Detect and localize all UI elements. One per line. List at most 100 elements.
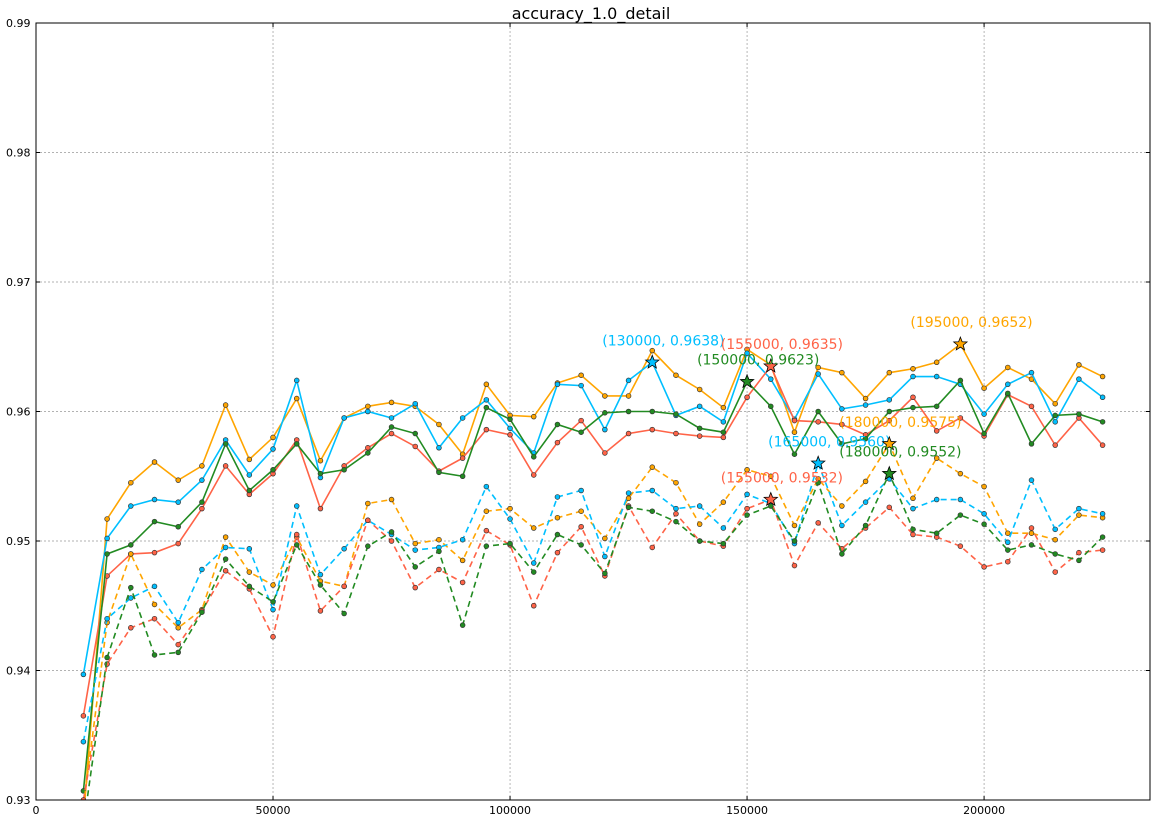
data-point: [839, 406, 845, 412]
data-point: [1076, 362, 1082, 368]
axis-ticks: 0 50000 100000 150000 200000 0.93 0.94 0.95 0.96…: [6, 17, 1150, 817]
y-tick-label: 0.94: [6, 665, 31, 678]
data-point: [720, 499, 727, 505]
data-point: [436, 421, 442, 428]
data-point: [1005, 364, 1011, 371]
data-point: [365, 450, 371, 456]
data-point: [696, 503, 703, 509]
data-point: [791, 451, 798, 457]
data-point: [270, 634, 276, 640]
data-point: [696, 433, 703, 439]
data-point: [507, 505, 513, 512]
series-line: [82, 364, 1104, 716]
data-point: [1052, 536, 1058, 543]
data-point: [673, 479, 679, 486]
data-point: [602, 553, 608, 560]
y-tick-label: 0.96: [6, 406, 31, 419]
data-point: [768, 503, 774, 509]
data-point: [696, 386, 703, 393]
data-point: [317, 571, 324, 578]
series-line: [82, 460, 1103, 742]
series-8: [86, 470, 1106, 800]
data-point: [270, 582, 276, 588]
data-point: [744, 512, 750, 518]
data-point: [483, 508, 490, 514]
data-point: [341, 610, 347, 617]
data-point: [578, 417, 584, 424]
data-point: [673, 511, 679, 517]
data-point: [981, 564, 987, 570]
data-point: [80, 713, 87, 719]
data-point: [128, 479, 134, 486]
data-point: [981, 483, 987, 490]
data-point: [981, 511, 987, 517]
data-point: [270, 599, 276, 605]
data-point: [246, 456, 253, 463]
y-tick-label: 0.95: [6, 535, 31, 548]
data-point: [128, 542, 134, 548]
data-point: [412, 430, 418, 437]
data-point: [625, 490, 632, 496]
data-point: [199, 499, 205, 505]
data-point: [222, 534, 229, 540]
data-point: [104, 551, 110, 557]
series-4: [80, 377, 1106, 794]
data-point: [293, 441, 300, 447]
data-point: [1005, 558, 1011, 565]
data-point: [199, 463, 205, 469]
data-point: [175, 619, 181, 626]
series-1: [81, 341, 1106, 821]
data-point: [246, 472, 253, 478]
data-point: [981, 411, 987, 417]
data-point: [104, 654, 110, 661]
data-point: [483, 381, 490, 388]
series-group: [80, 341, 1106, 821]
data-point: [1005, 530, 1011, 536]
data-point: [365, 543, 371, 549]
data-point: [1052, 442, 1058, 448]
data-point: [981, 521, 987, 527]
best-point-star-marker: [952, 336, 969, 351]
data-point: [957, 512, 964, 518]
data-point: [222, 568, 229, 574]
data-point: [270, 434, 276, 441]
best-point-star-marker: [739, 373, 755, 389]
data-point: [483, 483, 490, 490]
best-point-star-marker: [763, 358, 779, 373]
data-point: [341, 415, 347, 421]
data-point: [317, 608, 324, 614]
data-point: [459, 536, 466, 543]
data-point: [246, 546, 253, 552]
data-point: [815, 479, 821, 486]
data-point: [625, 495, 632, 502]
data-point: [933, 373, 940, 380]
data-point: [1052, 400, 1058, 407]
data-point: [554, 549, 561, 556]
data-point: [886, 504, 893, 511]
data-point: [862, 478, 869, 485]
data-point: [839, 503, 845, 509]
data-point: [222, 441, 229, 447]
data-point: [910, 526, 916, 533]
data-point: [862, 499, 869, 505]
data-point: [293, 395, 300, 402]
data-point: [1005, 390, 1011, 397]
data-point: [673, 411, 679, 417]
data-point: [625, 393, 632, 399]
data-point: [862, 395, 869, 402]
y-tick-label: 0.93: [6, 794, 31, 807]
data-point: [436, 548, 442, 555]
data-point: [175, 540, 181, 547]
data-point: [507, 432, 513, 438]
best-point-star-marker: [881, 465, 897, 481]
data-point: [933, 428, 940, 434]
series-7: [80, 496, 1106, 800]
data-point: [80, 671, 87, 678]
data-point: [104, 516, 110, 522]
data-point: [507, 416, 513, 423]
data-point: [81, 817, 86, 821]
data-point: [341, 583, 347, 590]
data-point: [720, 540, 727, 547]
